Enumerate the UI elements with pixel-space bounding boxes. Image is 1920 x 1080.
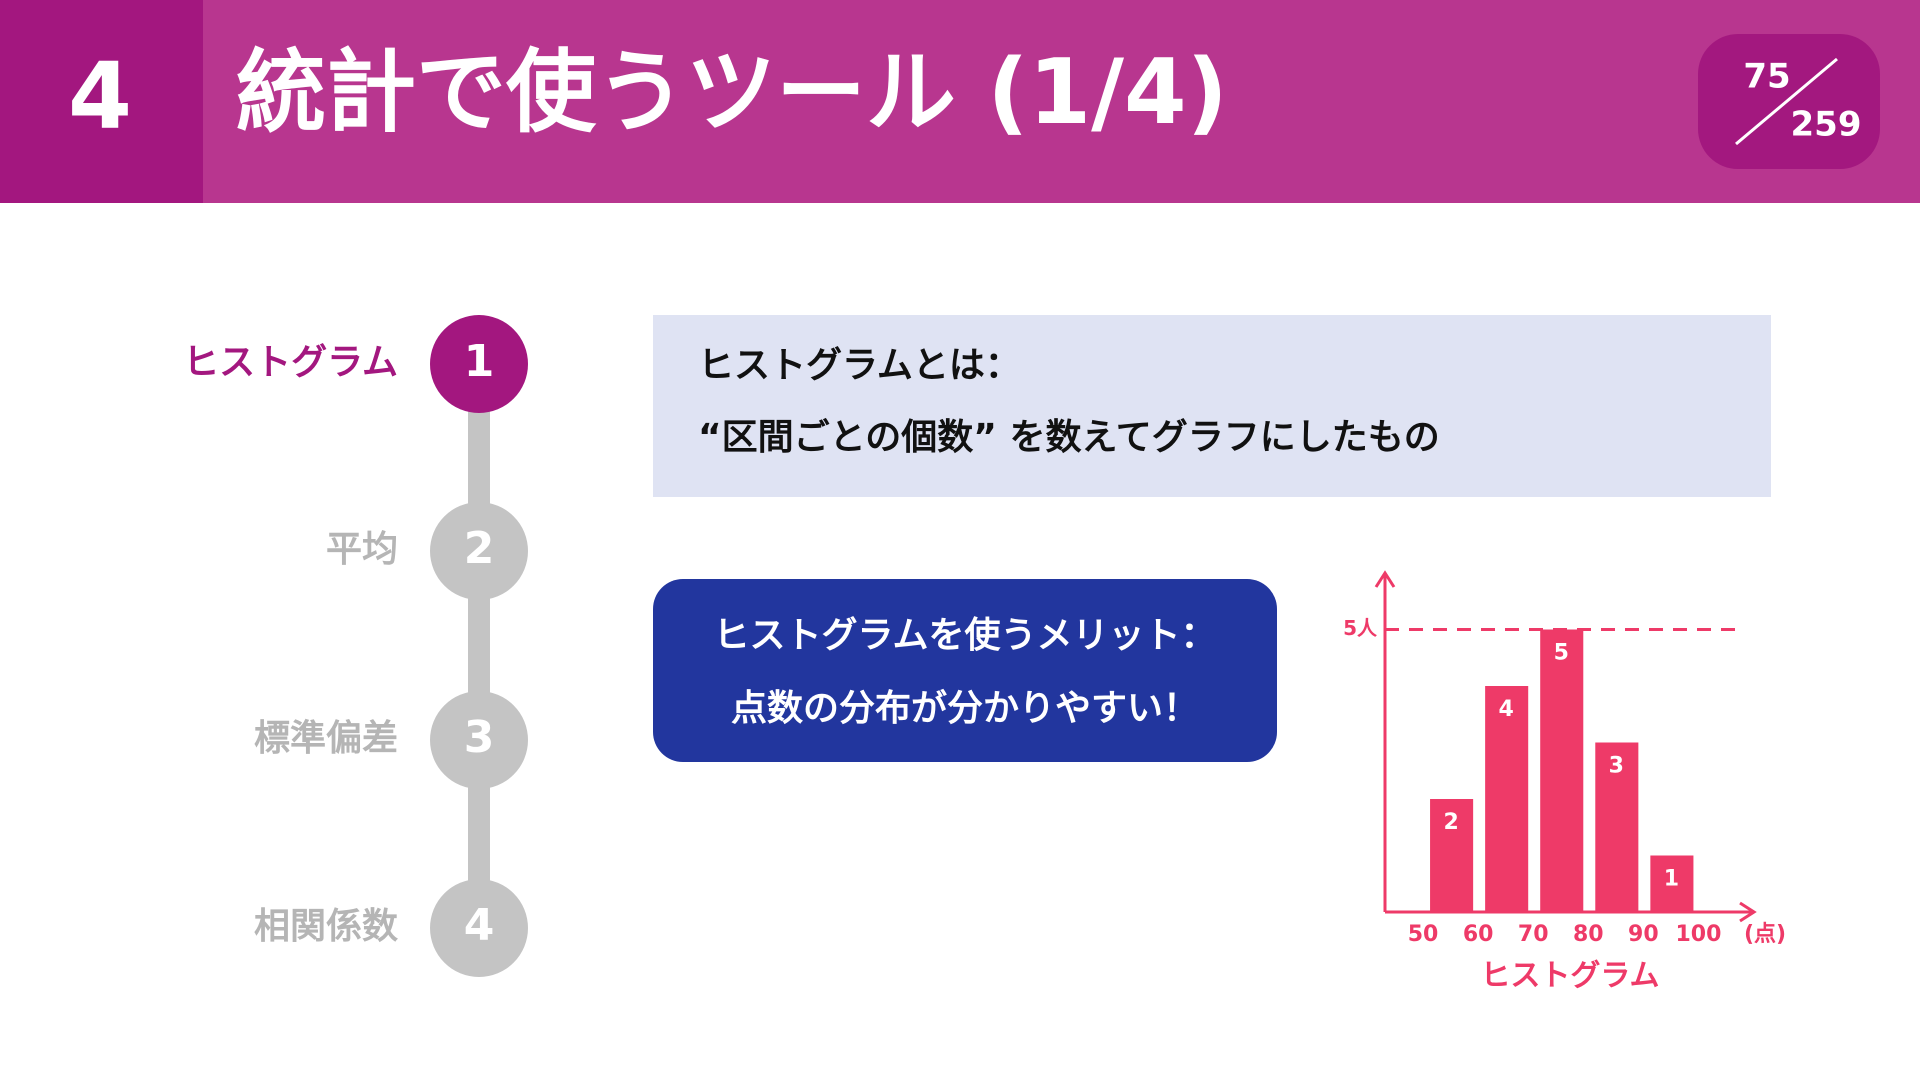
bar	[1650, 855, 1694, 912]
page-slash	[1735, 57, 1838, 146]
header-bar	[0, 0, 1920, 203]
x-tick-label: 50	[1408, 922, 1439, 947]
step-number: 1	[464, 336, 495, 387]
step-connector	[468, 364, 490, 928]
definition-box	[653, 315, 1771, 497]
x-unit: (点)	[1744, 921, 1786, 947]
section-number: 4	[68, 42, 132, 149]
y-axis-arrow	[1374, 570, 1396, 588]
page-number: 75	[1743, 57, 1790, 97]
step-circle	[430, 315, 528, 413]
step-label: 平均	[326, 529, 398, 570]
x-tick-label: 60	[1463, 922, 1494, 947]
step-circle	[430, 502, 528, 600]
step-number: 4	[464, 900, 495, 951]
bar	[1485, 686, 1529, 912]
page-total: 259	[1791, 105, 1862, 145]
reference-label: 5人	[1343, 616, 1378, 640]
bar-label: 2	[1443, 810, 1458, 835]
x-axis-arrow	[1739, 901, 1757, 923]
step-circle	[430, 691, 528, 789]
bar-label: 5	[1554, 641, 1569, 666]
chart-title: ヒストグラム	[1480, 959, 1659, 994]
definition-line: ヒストグラムとは：	[698, 345, 1021, 386]
step-label: 相関係数	[254, 906, 398, 947]
x-tick-label: 90	[1628, 922, 1659, 947]
bar-label: 1	[1664, 867, 1679, 892]
bar-label: 3	[1609, 754, 1624, 779]
merit-line: 点数の分布が分かりやすい！	[731, 688, 1199, 729]
definition-line: “区間ごとの個数” を数えてグラフにしたもの	[698, 417, 1440, 458]
step-number: 2	[464, 523, 495, 574]
bar	[1540, 629, 1584, 912]
bar-label: 4	[1499, 697, 1514, 722]
page-badge	[1698, 34, 1880, 169]
slide-title: 統計で使うツール (1/4)	[236, 40, 1228, 145]
x-tick-label: 100	[1675, 922, 1721, 947]
x-tick-label: 70	[1518, 922, 1549, 947]
merit-box	[653, 579, 1277, 762]
step-circle	[430, 879, 528, 977]
step-label: 標準偏差	[254, 718, 398, 759]
step-number: 3	[464, 712, 495, 763]
merit-line: ヒストグラムを使うメリット：	[714, 615, 1217, 656]
bar	[1595, 742, 1639, 912]
bar	[1430, 799, 1474, 912]
step-list: 1 ヒストグラム 2 平均 3 標準偏差 4 相関係数	[183, 315, 528, 977]
step-label: ヒストグラム	[183, 342, 398, 383]
histogram: 2 4 5 3 1 5人 50 60 70 80 90 100 (点) ヒストグラム	[1343, 570, 1786, 994]
x-tick-label: 80	[1573, 922, 1604, 947]
section-block	[0, 0, 203, 203]
